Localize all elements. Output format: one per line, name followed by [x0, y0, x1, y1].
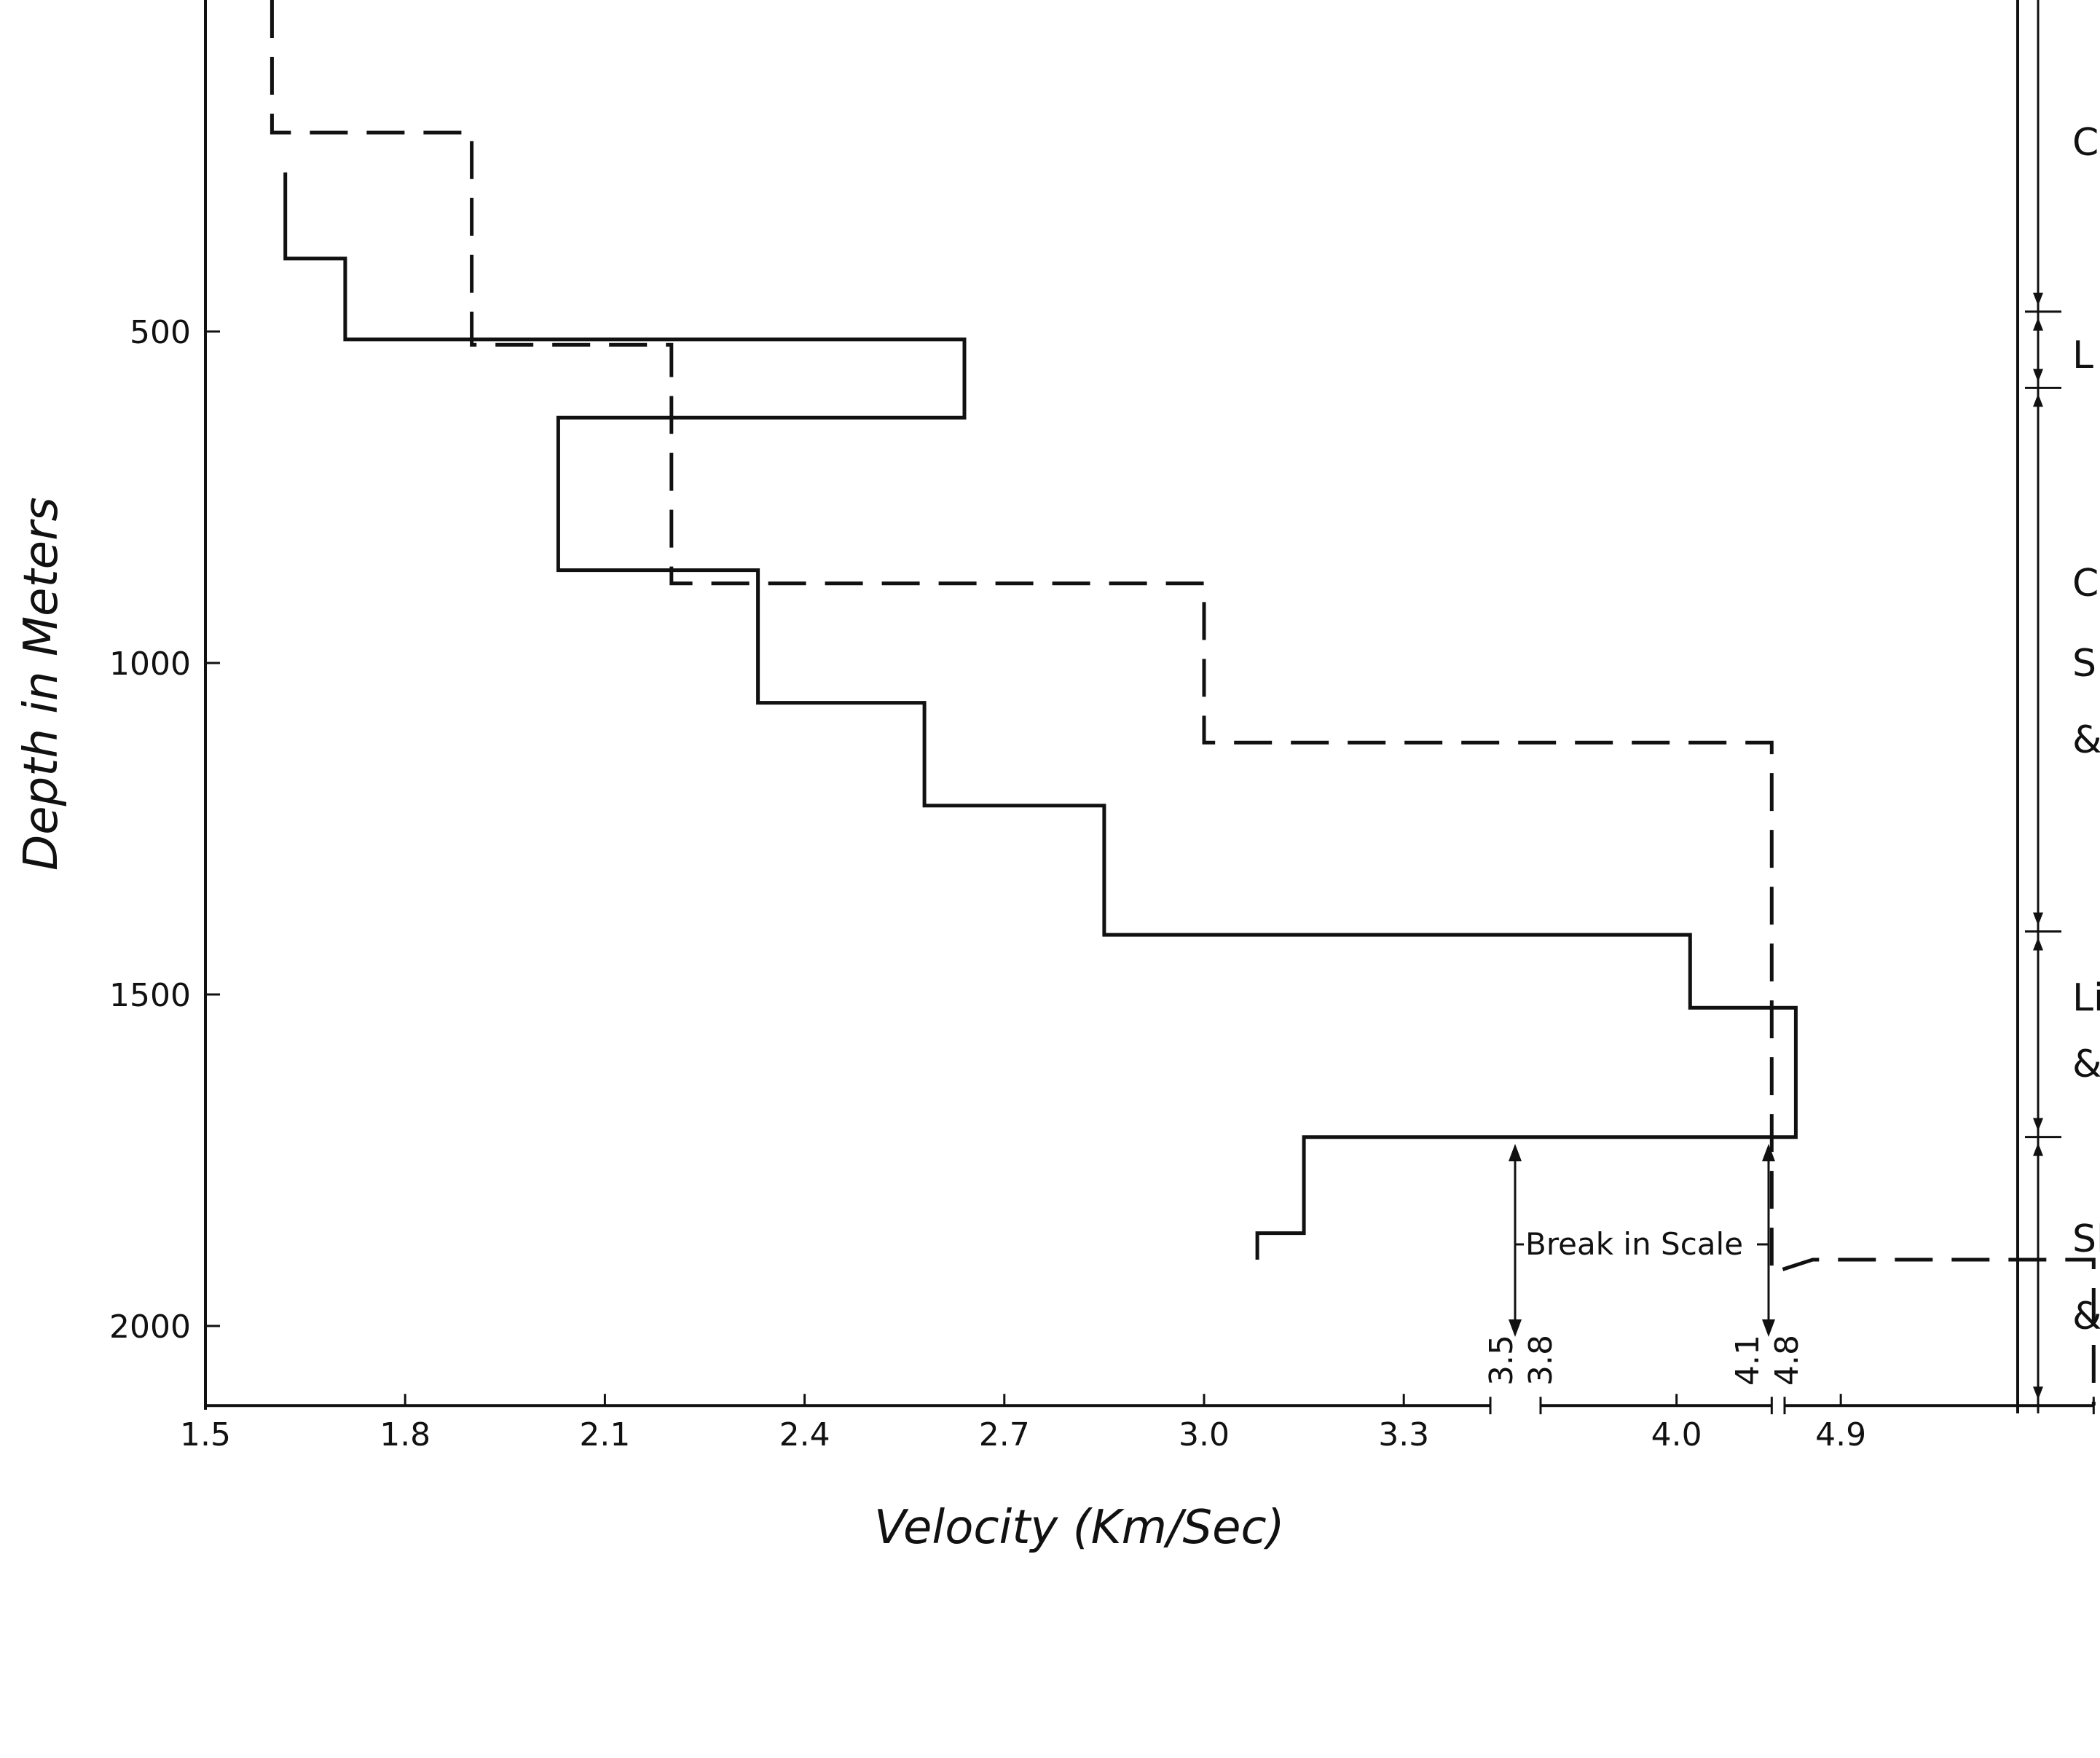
velocity-series-solid [283, 172, 1798, 1260]
column-arrowhead [2033, 1118, 2043, 1131]
break-arrow-left-head-top [1509, 1144, 1522, 1161]
y-tick-label: 1500 [109, 977, 191, 1014]
lithology-column: C L C S & Li & Sl & [2016, 0, 2100, 1413]
break-value-4-1: 4.1 [1729, 1335, 1766, 1386]
column-arrowhead [2033, 1142, 2043, 1156]
x-tick-label: 2.4 [779, 1416, 830, 1453]
column-arrowhead [2033, 393, 2043, 407]
y-tick-group: 500 1000 1500 2000 [109, 314, 220, 1346]
y-tick-label: 2000 [109, 1308, 191, 1346]
column-arrowhead [2033, 1386, 2043, 1400]
lithology-label: Li [2072, 976, 2100, 1020]
lithology-label: C [2072, 562, 2099, 605]
y-tick-label: 1000 [109, 645, 191, 683]
x-tick-label: 1.8 [380, 1416, 430, 1453]
break-in-scale-label: Break in Scale [1525, 1226, 1743, 1262]
velocity-series-dashed [270, 0, 2096, 1406]
x-tick-label: 3.3 [1378, 1416, 1429, 1453]
lithology-label: & [2072, 1295, 2100, 1338]
x-tick-label: 2.7 [979, 1416, 1030, 1453]
column-arrowhead [2033, 292, 2043, 306]
column-arrows [2025, 292, 2061, 1400]
y-tick-label: 500 [130, 314, 191, 351]
column-arrowhead [2033, 317, 2043, 331]
lithology-label: S [2072, 642, 2096, 686]
y-axis-title: Depth in Meters [15, 497, 68, 871]
lithology-label: & [2072, 718, 2100, 762]
column-arrowhead [2033, 369, 2043, 382]
x-axis-segments [205, 1397, 2095, 1415]
x-tick-label: 4.0 [1651, 1416, 1702, 1453]
lithology-label: L [2072, 334, 2093, 377]
column-arrowhead [2033, 937, 2043, 951]
break-value-3-8: 3.8 [1522, 1335, 1560, 1386]
lithology-label: & [2072, 1043, 2100, 1086]
break-in-scale-annotation: Break in Scale [1509, 1144, 1775, 1337]
x-tick-label: 2.1 [579, 1416, 630, 1453]
x-axis-title: Velocity (Km/Sec) [874, 1501, 1285, 1555]
break-arrow-left-head-bottom [1509, 1319, 1522, 1337]
break-arrow-right-head-top [1762, 1144, 1775, 1161]
column-arrowhead [2033, 912, 2043, 926]
lithology-label: Sl [2072, 1217, 2100, 1261]
lithology-label: C [2072, 121, 2099, 165]
break-arrow-right-head-bottom [1762, 1319, 1775, 1337]
x-tick-label: 4.9 [1815, 1416, 1866, 1453]
series-group [270, 0, 2096, 1406]
break-values: 3.5 3.8 4.1 4.8 [1483, 1335, 1806, 1386]
x-tick-label: 3.0 [1179, 1416, 1230, 1453]
x-tick-group: 1.5 1.8 2.1 2.4 2.7 3.0 3.3 4.0 4.9 [180, 1394, 1866, 1453]
break-value-3-5: 3.5 [1483, 1335, 1520, 1386]
x-tick-label: 1.5 [180, 1416, 231, 1453]
break-value-4-8: 4.8 [1769, 1335, 1806, 1386]
